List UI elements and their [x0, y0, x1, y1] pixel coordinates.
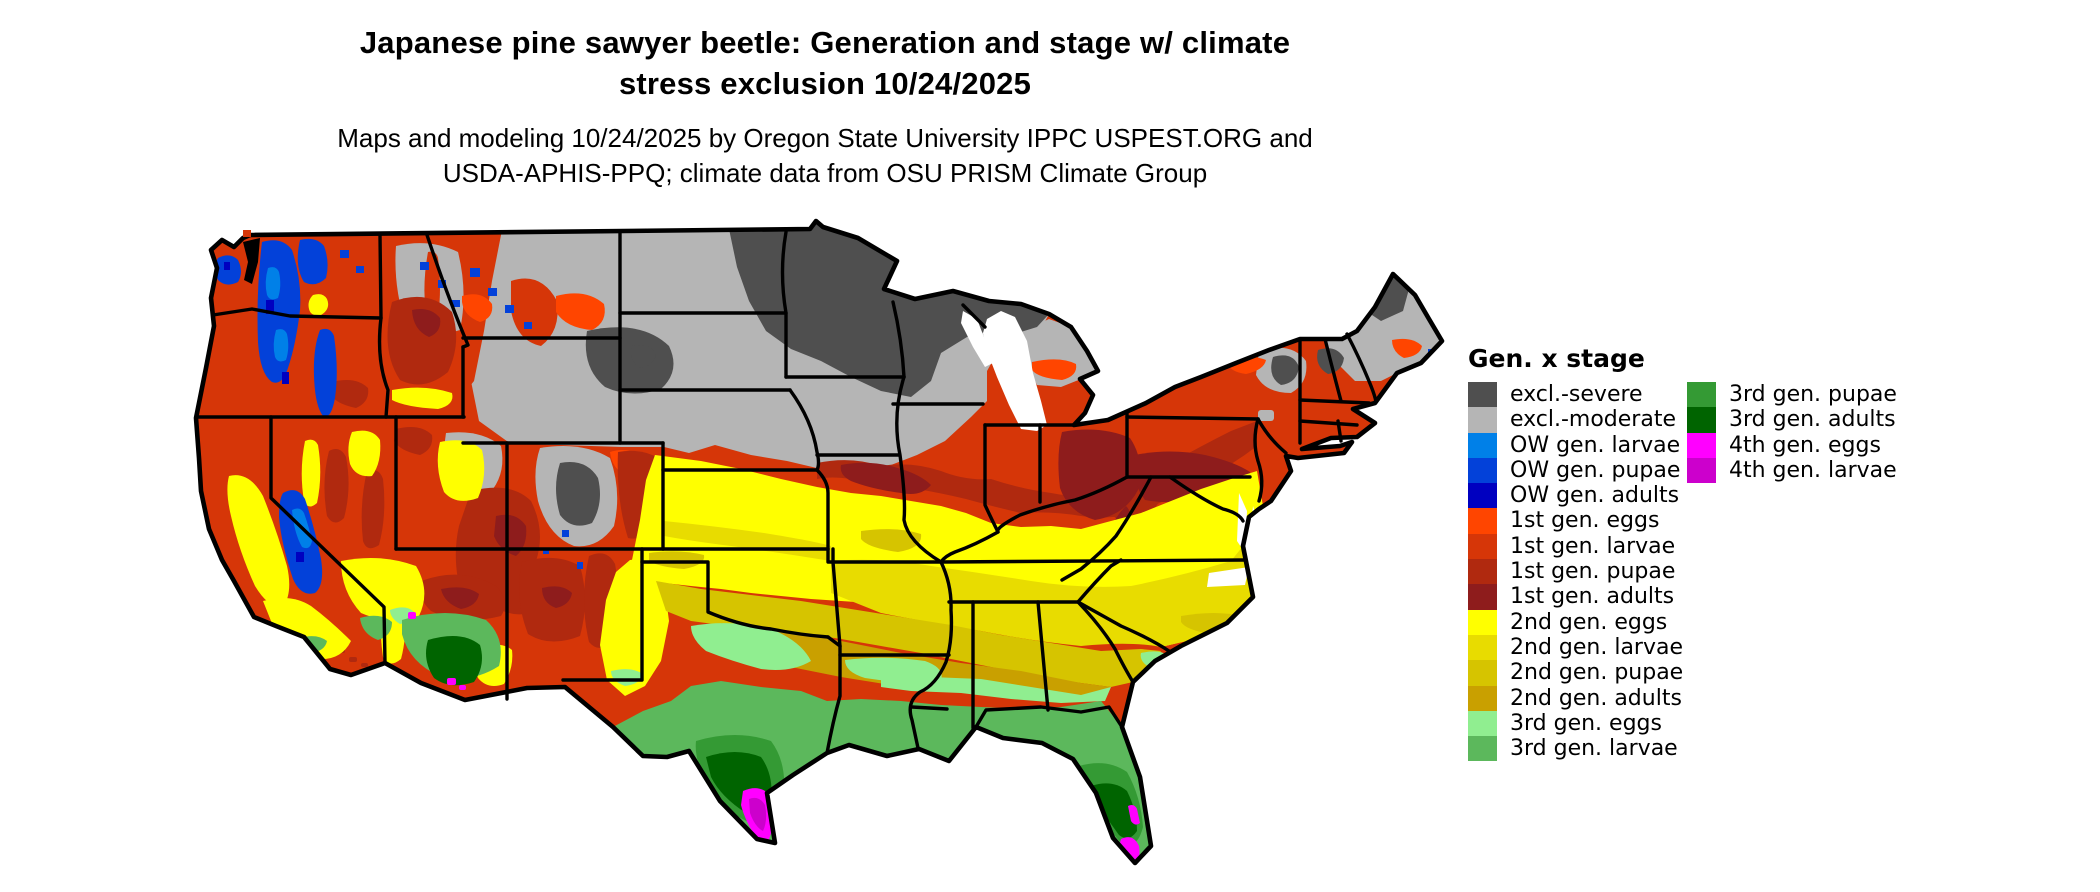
- legend-item: OW gen. adults: [1468, 483, 1687, 509]
- legend-item: 3rd gen. larvae: [1468, 736, 1687, 762]
- legend-item: 1st gen. adults: [1468, 584, 1687, 610]
- legend-column-1: excl.-severe excl.-moderate OW gen. larvae…: [1468, 382, 1687, 762]
- legend-label: OW gen. larvae: [1510, 432, 1681, 458]
- legend-swatch: [1687, 432, 1716, 458]
- legend-label: excl.-moderate: [1510, 407, 1676, 433]
- legend-item: excl.-moderate: [1468, 407, 1687, 433]
- legend-swatch: [1687, 407, 1716, 433]
- legend-swatch: [1468, 457, 1497, 484]
- legend-swatch: [1468, 609, 1497, 635]
- legend-item: 3rd gen. pupae: [1687, 382, 1897, 408]
- legend-item: 1st gen. eggs: [1468, 508, 1687, 534]
- legend-title: Gen. x stage: [1468, 344, 1645, 373]
- legend-label: 3rd gen. pupae: [1729, 382, 1897, 407]
- legend-item: 4th gen. eggs: [1687, 432, 1897, 458]
- legend-swatch: [1468, 483, 1497, 509]
- legend-item: 3rd gen. adults: [1687, 407, 1897, 433]
- legend-swatch: [1468, 407, 1497, 433]
- legend-swatch: [1468, 710, 1497, 737]
- legend-label: 3rd gen. larvae: [1510, 736, 1678, 762]
- legend-swatch: [1468, 685, 1497, 711]
- figure-header: Japanese pine sawyer beetle: Generation …: [160, 22, 1490, 191]
- legend-swatch: [1468, 584, 1497, 610]
- figure-subtitle-line2: USDA-APHIS-PPQ; climate data from OSU PR…: [442, 158, 1208, 188]
- map-raster-layers: [196, 221, 1442, 863]
- legend-item: 3rd gen. eggs: [1468, 710, 1687, 737]
- legend-label: 4th gen. eggs: [1729, 432, 1881, 458]
- figure-subtitle: Maps and modeling 10/24/2025 by Oregon S…: [160, 121, 1490, 191]
- legend-item: 1st gen. larvae: [1468, 533, 1687, 560]
- legend-swatch: [1468, 736, 1497, 762]
- legend: Gen. x stage excl.-severe excl.-moderate O…: [1468, 344, 1897, 762]
- legend-item: 4th gen. larvae: [1687, 457, 1897, 484]
- legend-swatch: [1687, 457, 1716, 484]
- legend-label: 3rd gen. eggs: [1510, 710, 1662, 736]
- legend-label: 2nd gen. adults: [1510, 685, 1682, 711]
- state-boundaries: [194, 230, 1378, 755]
- legend-label: 1st gen. pupae: [1510, 559, 1676, 585]
- legend-item: 1st gen. pupae: [1468, 559, 1687, 585]
- legend-label: 2nd gen. eggs: [1510, 609, 1668, 635]
- legend-item: 2nd gen. eggs: [1468, 609, 1687, 635]
- legend-columns: excl.-severe excl.-moderate OW gen. larvae…: [1468, 382, 1897, 762]
- legend-label: excl.-severe: [1510, 382, 1643, 407]
- legend-item: OW gen. pupae: [1468, 457, 1687, 484]
- legend-label: 1st gen. eggs: [1510, 508, 1660, 534]
- legend-swatch: [1468, 559, 1497, 585]
- legend-swatch: [1468, 660, 1497, 686]
- legend-swatch: [1468, 432, 1497, 458]
- legend-label: OW gen. adults: [1510, 483, 1680, 509]
- legend-label: 2nd gen. larvae: [1510, 634, 1684, 660]
- legend-label: 4th gen. larvae: [1729, 457, 1897, 483]
- legend-label: OW gen. pupae: [1510, 457, 1681, 483]
- legend-item: OW gen. larvae: [1468, 432, 1687, 458]
- legend-column-2: 3rd gen. pupae 3rd gen. adults 4th gen. eg…: [1687, 382, 1897, 484]
- legend-swatch: [1468, 382, 1497, 408]
- us-outline: [193, 218, 1445, 866]
- northwest-speck: [243, 230, 251, 237]
- legend-item: 2nd gen. pupae: [1468, 660, 1687, 686]
- legend-label: 3rd gen. adults: [1729, 407, 1896, 433]
- figure-title-line2: stress exclusion 10/24/2025: [618, 66, 1032, 101]
- legend-item: 2nd gen. larvae: [1468, 634, 1687, 661]
- legend-item: 2nd gen. adults: [1468, 685, 1687, 711]
- figure-title-line1: Japanese pine sawyer beetle: Generation …: [359, 25, 1291, 60]
- legend-swatch: [1468, 508, 1497, 534]
- legend-label: 2nd gen. pupae: [1510, 660, 1684, 686]
- legend-swatch: [1468, 634, 1497, 661]
- legend-label: 1st gen. larvae: [1510, 533, 1676, 559]
- figure-subtitle-line1: Maps and modeling 10/24/2025 by Oregon S…: [337, 123, 1313, 153]
- legend-label: 1st gen. adults: [1510, 584, 1675, 610]
- figure-title: Japanese pine sawyer beetle: Generation …: [160, 22, 1490, 104]
- legend-item: excl.-severe: [1468, 382, 1687, 408]
- legend-swatch: [1687, 382, 1716, 408]
- legend-swatch: [1468, 533, 1497, 560]
